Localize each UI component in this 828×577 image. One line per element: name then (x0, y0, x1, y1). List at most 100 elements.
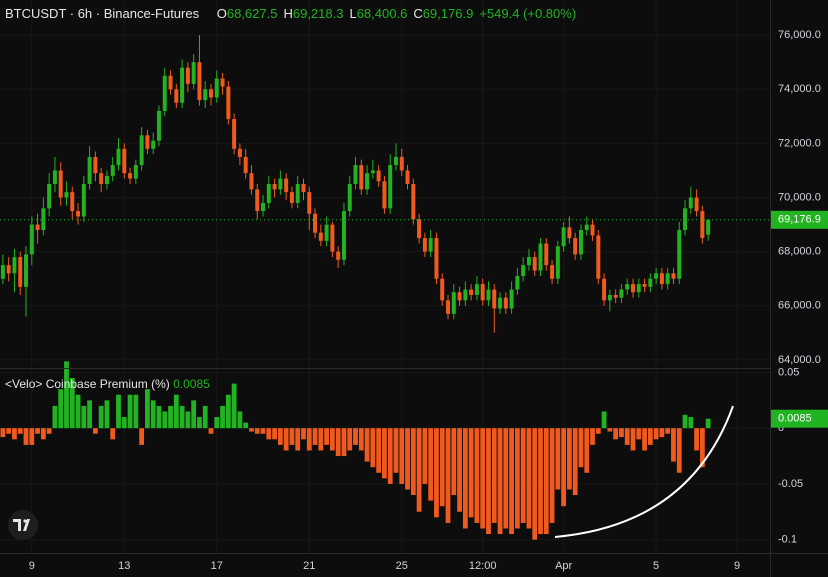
candle-body (619, 289, 624, 298)
premium-bar (486, 428, 491, 535)
premium-bar (81, 405, 87, 429)
logo-dot[interactable] (23, 519, 27, 523)
candle-body (24, 254, 29, 287)
premium-bar (636, 428, 642, 440)
marks (0, 35, 770, 540)
candle-body (76, 211, 81, 217)
candle-body (376, 170, 381, 182)
premium-bar (335, 428, 341, 457)
premium-bar (578, 428, 584, 468)
premium-bar (705, 418, 711, 429)
candle-body (347, 184, 352, 212)
candle-body (399, 156, 404, 171)
candle-body (515, 276, 520, 290)
premium-bar (197, 417, 202, 429)
premium-bar (289, 428, 295, 445)
premium-bar (295, 428, 301, 451)
y-tick-label: 76,000.0 (778, 29, 821, 41)
candle-body (526, 257, 531, 266)
candle-body (52, 170, 57, 184)
premium-bar (642, 428, 647, 451)
x-tick-label: 21 (303, 560, 315, 572)
premium-bar (139, 428, 145, 445)
premium-tag-label: 0.0085 (778, 413, 812, 425)
premium-bar (249, 428, 254, 432)
premium-tag (771, 409, 828, 428)
premium-bar (185, 411, 191, 429)
premium-bar (260, 428, 266, 434)
premium-bar (584, 428, 590, 473)
premium-bar (243, 422, 249, 429)
candle-body (446, 300, 451, 314)
candle-body (584, 224, 589, 230)
premium-bar (405, 428, 410, 490)
indicator-value: 0.0085 (173, 377, 210, 391)
tradingview-logo[interactable] (8, 510, 38, 540)
premium-bar (497, 428, 503, 535)
candle-body (573, 238, 578, 255)
candle-body (151, 140, 156, 149)
premium-bar (595, 428, 601, 434)
candle-body (671, 273, 676, 279)
candle-body (665, 273, 670, 285)
candle-body (596, 235, 601, 279)
premium-bar (92, 428, 98, 434)
candle-body (486, 289, 491, 301)
candle-body (700, 211, 705, 239)
candle-body (405, 170, 410, 184)
premium-bar (491, 428, 497, 523)
premium-bar (202, 405, 208, 429)
premium-bar (150, 400, 156, 429)
premium-bar (225, 394, 231, 429)
last-price-label: 69,176.9 (778, 214, 821, 226)
candle-body (521, 265, 526, 276)
premium-bar (410, 428, 416, 496)
candle-body (6, 265, 11, 274)
candle-body (301, 184, 306, 193)
premium-bar (168, 405, 173, 429)
candle-body (567, 227, 572, 239)
premium-bar (445, 428, 451, 523)
candle-body (393, 156, 398, 166)
candle-body (480, 284, 485, 301)
candle-body (191, 62, 196, 84)
candle-body (208, 89, 213, 98)
candle-body (382, 181, 387, 209)
candle-body (607, 294, 612, 301)
candle-body (237, 148, 242, 157)
candle-body (12, 257, 17, 274)
candle-body (422, 238, 427, 252)
premium-bar (173, 394, 179, 429)
candle-body (365, 173, 370, 190)
premium-bar (341, 428, 347, 457)
ohlc-value: 69,176.9 (422, 6, 474, 21)
candle-body (353, 165, 358, 184)
candle-body (469, 289, 474, 295)
premium-bar (35, 428, 40, 434)
premium-bar (133, 394, 139, 429)
change: +549.4 (+0.80%) (479, 6, 577, 21)
premium-bar (607, 428, 613, 432)
logo-badge[interactable] (8, 510, 38, 540)
candle-body (318, 232, 323, 241)
candle-body (104, 175, 109, 184)
candle-body (110, 165, 115, 176)
candle-body (509, 289, 514, 309)
axes: 9 13 17 21 25 12:00 Apr 5 9 64,000.0 66,000.0 68,00… (29, 29, 828, 572)
candle-body (457, 292, 462, 301)
premium-bar (538, 428, 543, 535)
candle-body (474, 284, 479, 295)
ohlc-label: O (216, 6, 227, 21)
ohlc-label: L (349, 6, 357, 21)
premium-bar (64, 361, 69, 429)
premium-bar (318, 428, 324, 451)
premium-bar (17, 428, 23, 434)
premium-bar (451, 428, 457, 496)
x-tick-label: 9 (29, 560, 35, 572)
candle-body (434, 238, 439, 279)
candle-body (492, 289, 497, 309)
y-tick-label: -0.05 (778, 478, 803, 490)
ohlc-value: 68,627.5 (226, 6, 278, 21)
logo-glyph[interactable] (13, 519, 30, 531)
